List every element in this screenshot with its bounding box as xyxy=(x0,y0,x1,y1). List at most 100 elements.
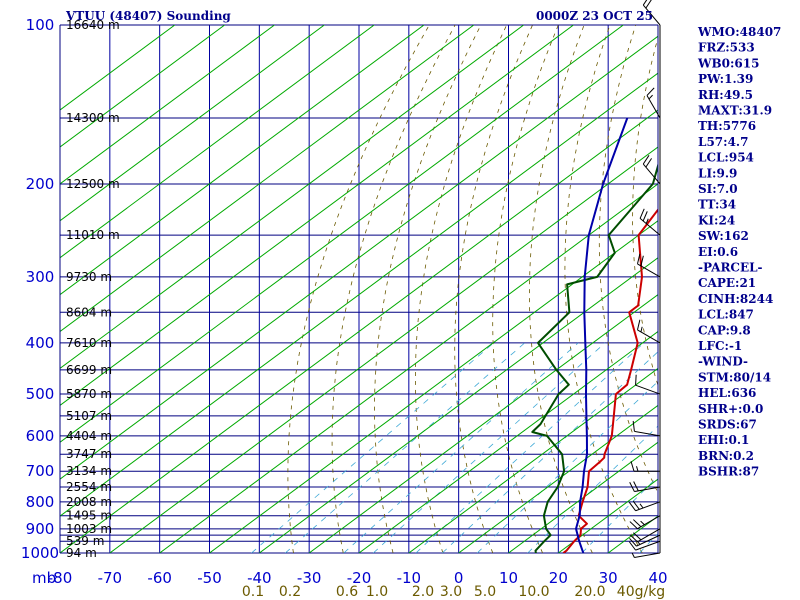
wind-barb-full xyxy=(635,374,637,386)
height-label: 2008 m xyxy=(66,495,112,509)
stability-index: TH:5776 xyxy=(698,119,756,133)
wind-barb xyxy=(629,528,661,543)
wind-barb-half xyxy=(636,466,639,472)
stability-index: WMO:48407 xyxy=(697,25,781,39)
skewed-isotherm xyxy=(458,404,658,553)
wind-barb xyxy=(629,534,661,547)
height-label: 4404 m xyxy=(66,429,112,443)
mixing-ratio-label: 0.2 xyxy=(279,584,301,600)
temperature-tick-label: 30 xyxy=(599,569,618,587)
wind-barb-staff xyxy=(636,534,661,547)
wind-barb-full xyxy=(646,87,655,96)
wind-barb xyxy=(632,420,661,437)
skewed-isotherm xyxy=(60,35,658,480)
wind-barb xyxy=(642,0,661,26)
wind-barb-staff xyxy=(635,501,661,512)
stability-index: KI:24 xyxy=(698,213,735,227)
height-label: 11010 m xyxy=(66,228,120,242)
stability-index: EHI:0.1 xyxy=(698,433,749,447)
wind-barb-full xyxy=(633,481,639,492)
wind-barb xyxy=(630,461,660,472)
stability-index: STM:80/14 xyxy=(698,370,771,384)
wind-barb-staff xyxy=(637,329,661,344)
height-label: 5870 m xyxy=(66,387,112,401)
stability-index: L57:4.7 xyxy=(698,135,748,149)
skewed-isotherm xyxy=(259,257,658,553)
wind-barb-staff xyxy=(637,263,661,278)
stability-index: MAXT:31.9 xyxy=(698,104,772,118)
wind-barb-full xyxy=(632,500,640,510)
pressure-tick-label: 200 xyxy=(26,175,55,193)
pressure-tick-label: 600 xyxy=(26,427,55,445)
height-label: 12500 m xyxy=(66,177,120,191)
stability-index: -PARCEL- xyxy=(698,261,763,275)
dry-adiabat xyxy=(785,25,800,553)
wind-barb-full xyxy=(628,541,636,551)
wind-barb xyxy=(635,374,661,395)
sounding-datetime: 0000Z 23 OCT 25 xyxy=(536,9,653,23)
wind-barb-full xyxy=(629,521,638,530)
pressure-unit-label: mb xyxy=(32,569,56,587)
height-label: 1495 m xyxy=(66,509,112,523)
skewed-isotherm xyxy=(209,220,658,553)
mixing-ratio-line xyxy=(373,342,606,553)
skewed-isotherm xyxy=(109,146,658,553)
dry-adiabat xyxy=(492,25,559,553)
mixing-ratio-label: 40g/kg xyxy=(617,584,665,600)
stability-index: SHR+:0.0 xyxy=(698,402,763,416)
wind-barb-half xyxy=(640,520,645,526)
stability-index: SRDS:67 xyxy=(698,418,757,432)
mixing-ratio-label: 0.6 xyxy=(336,584,358,600)
temperature-tick-label: 0 xyxy=(454,569,464,587)
wind-barb-staff xyxy=(635,384,661,395)
skewed-isotherm xyxy=(60,25,325,222)
height-label: 3134 m xyxy=(66,464,112,478)
pressure-tick-label: 1000 xyxy=(21,544,59,562)
wind-barb-full xyxy=(642,155,650,165)
wind-barb-staff xyxy=(642,4,661,26)
skewed-isotherm xyxy=(508,441,658,553)
temperature-tick-label: -60 xyxy=(147,569,172,587)
mixing-ratio-label: 0.1 xyxy=(242,584,264,600)
temperature-tick-label: -40 xyxy=(247,569,272,587)
stability-index: EI:0.6 xyxy=(698,245,738,259)
height-label: 6699 m xyxy=(66,363,112,377)
chart-title: VTUU (48407) Sounding xyxy=(65,9,231,23)
height-label: 539 m xyxy=(66,534,104,548)
temperature-tick-label: -80 xyxy=(48,569,73,587)
dry-adiabat xyxy=(415,25,508,553)
stability-index: CAP:9.8 xyxy=(698,323,751,337)
pressure-tick-label: 800 xyxy=(26,493,55,511)
temperature-trace xyxy=(562,208,658,553)
wind-barb-half xyxy=(639,503,644,509)
mixing-ratio-label: 20.0 xyxy=(574,584,605,600)
wind-barb-staff xyxy=(634,430,661,437)
mixing-ratio-label: 1.0 xyxy=(366,584,388,600)
wind-barb-half xyxy=(645,218,649,224)
pressure-tick-label: 300 xyxy=(26,268,55,286)
wind-barb-full xyxy=(645,158,653,168)
temperature-tick-label: 40 xyxy=(648,569,667,587)
wind-barb xyxy=(642,155,661,185)
stability-index: SI:7.0 xyxy=(698,182,738,196)
wind-barb-full xyxy=(629,537,637,547)
mixing-ratio-line xyxy=(285,342,525,553)
stability-index: LCL:954 xyxy=(698,151,754,165)
stability-index: FRZ:533 xyxy=(698,41,755,55)
skewed-isotherm xyxy=(60,25,425,296)
skewed-isotherm xyxy=(60,25,225,148)
stability-index: HEL:636 xyxy=(698,386,756,400)
wind-barb-full xyxy=(642,0,648,6)
stability-index: BSHR:87 xyxy=(698,465,759,479)
stability-index: LFC:-1 xyxy=(698,339,742,353)
skewed-isotherm xyxy=(60,25,574,406)
pressure-tick-label: 700 xyxy=(26,462,55,480)
wind-barb-staff xyxy=(635,540,661,551)
skewed-isotherm xyxy=(358,330,658,553)
wind-barb-full xyxy=(628,502,636,512)
dry-adiabat xyxy=(331,25,456,553)
dry-adiabat xyxy=(564,25,643,553)
dry-adiabat xyxy=(598,25,658,494)
